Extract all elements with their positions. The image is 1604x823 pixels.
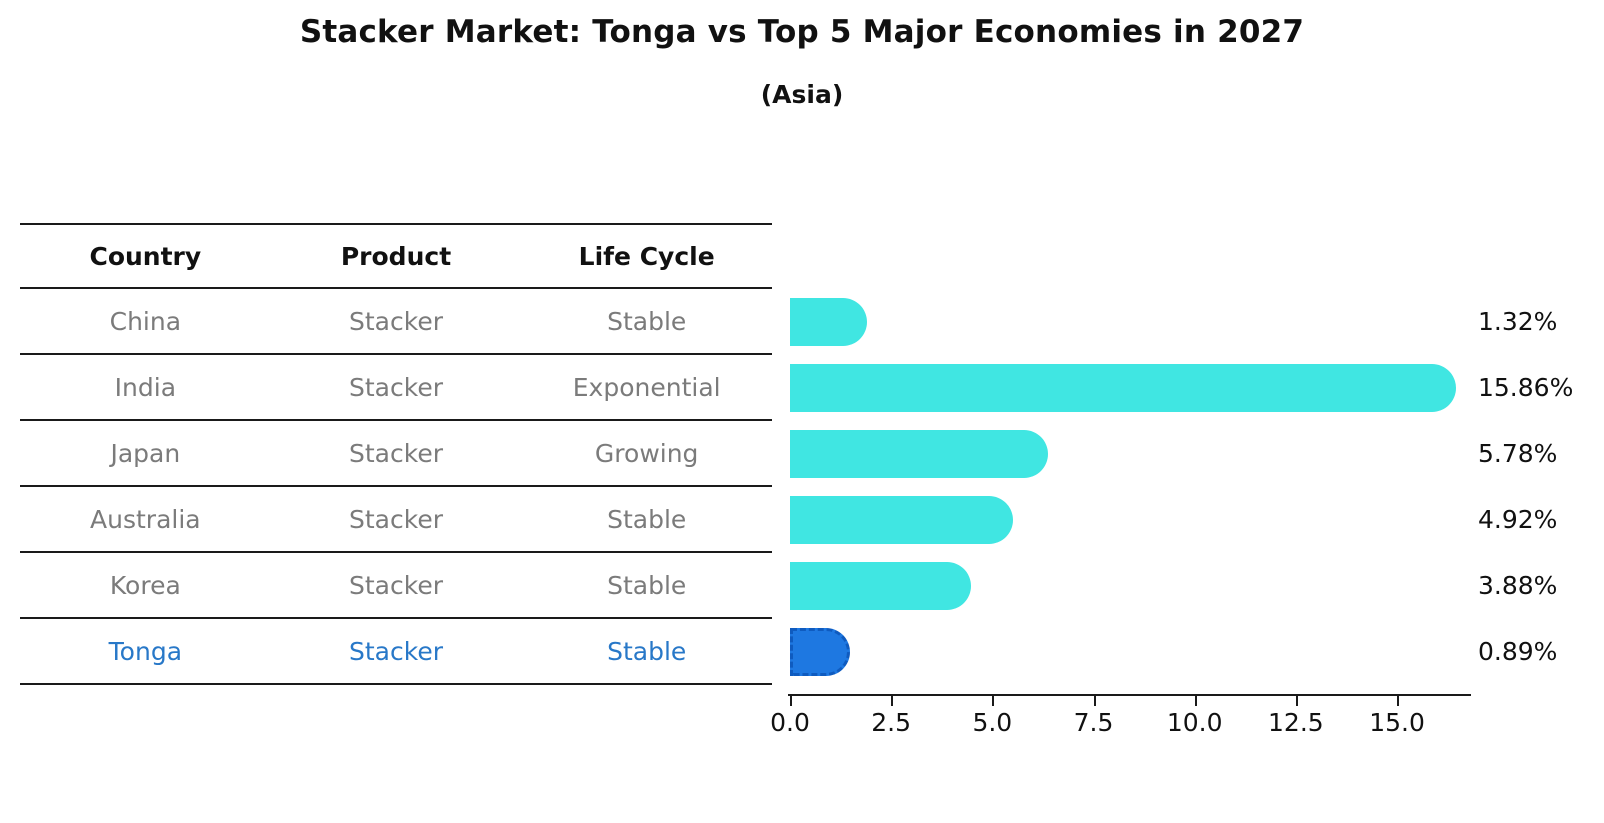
x-tick-mark — [1093, 696, 1096, 706]
table-row-korea: Korea Stacker Stable — [20, 553, 772, 619]
x-tick-label: 7.5 — [1073, 708, 1114, 737]
product-cell: Stacker — [349, 372, 443, 402]
life-cycle-cell: Stable — [607, 636, 687, 666]
chart-subtitle: (Asia) — [760, 80, 844, 109]
x-tick-mark — [790, 696, 792, 706]
table-row-china: China Stacker Stable — [20, 289, 772, 355]
product-cell: Stacker — [349, 438, 443, 468]
table-row-india: India Stacker Exponential — [20, 355, 772, 421]
column-header-life-cycle: Life Cycle — [578, 241, 715, 271]
life-cycle-cell: Growing — [594, 438, 699, 468]
life-cycle-cell: Stable — [607, 570, 687, 600]
country-cell: Tonga — [108, 636, 183, 666]
life-cycle-cell: Exponential — [572, 372, 721, 402]
table-body: China Stacker Stable India Stacker Exponentia… — [20, 289, 772, 685]
bar-australia — [790, 496, 1013, 544]
x-tick-mark — [1295, 696, 1298, 706]
x-tick-label: 0.0 — [770, 708, 810, 737]
chart-title: Stacker Market: Tonga vs Top 5 Major Eco… — [299, 14, 1305, 50]
x-tick-label: 5.0 — [972, 708, 1013, 737]
x-tick-mark — [1194, 696, 1197, 706]
table-row-tonga: Tonga Stacker Stable — [20, 619, 772, 685]
country-cell: India — [114, 372, 177, 402]
country-cell: Australia — [90, 504, 201, 534]
life-cycle-cell: Stable — [607, 306, 687, 336]
column-header-product: Product — [340, 241, 452, 271]
bar-india — [790, 364, 1456, 412]
value-label-australia: 4.92% — [1478, 505, 1558, 534]
product-cell: Stacker — [349, 306, 443, 336]
x-tick-label: 12.5 — [1268, 708, 1324, 737]
country-cell: China — [109, 306, 182, 336]
life-cycle-cell: Stable — [607, 504, 687, 534]
bar-korea — [790, 562, 971, 610]
x-tick-label: 10.0 — [1166, 708, 1223, 737]
product-cell: Stacker — [349, 636, 443, 666]
x-tick-mark — [992, 696, 995, 706]
value-label-tonga: 0.89% — [1478, 637, 1558, 666]
country-table: Country Product Life Cycle China Stacker S… — [20, 223, 772, 685]
x-tick-label: 15.0 — [1369, 708, 1425, 737]
bar-china — [790, 298, 867, 346]
x-axis-line — [788, 694, 1471, 696]
table-header-row: Country Product Life Cycle — [20, 223, 772, 289]
table-row-australia: Australia Stacker Stable — [20, 487, 772, 553]
column-header-country: Country — [89, 241, 202, 271]
bar-japan — [790, 430, 1048, 478]
value-label-china: 1.32% — [1478, 307, 1558, 336]
country-cell: Japan — [110, 438, 181, 468]
table-row-japan: Japan Stacker Growing — [20, 421, 772, 487]
value-label-korea: 3.88% — [1478, 571, 1558, 600]
bar-tonga — [790, 628, 850, 676]
product-cell: Stacker — [349, 504, 443, 534]
x-tick-mark — [891, 696, 894, 706]
x-tick-mark — [1397, 696, 1400, 706]
value-label-india: 15.86% — [1478, 373, 1574, 402]
value-label-japan: 5.78% — [1478, 439, 1558, 468]
country-cell: Korea — [109, 570, 181, 600]
product-cell: Stacker — [349, 570, 443, 600]
x-tick-label: 2.5 — [871, 708, 912, 737]
